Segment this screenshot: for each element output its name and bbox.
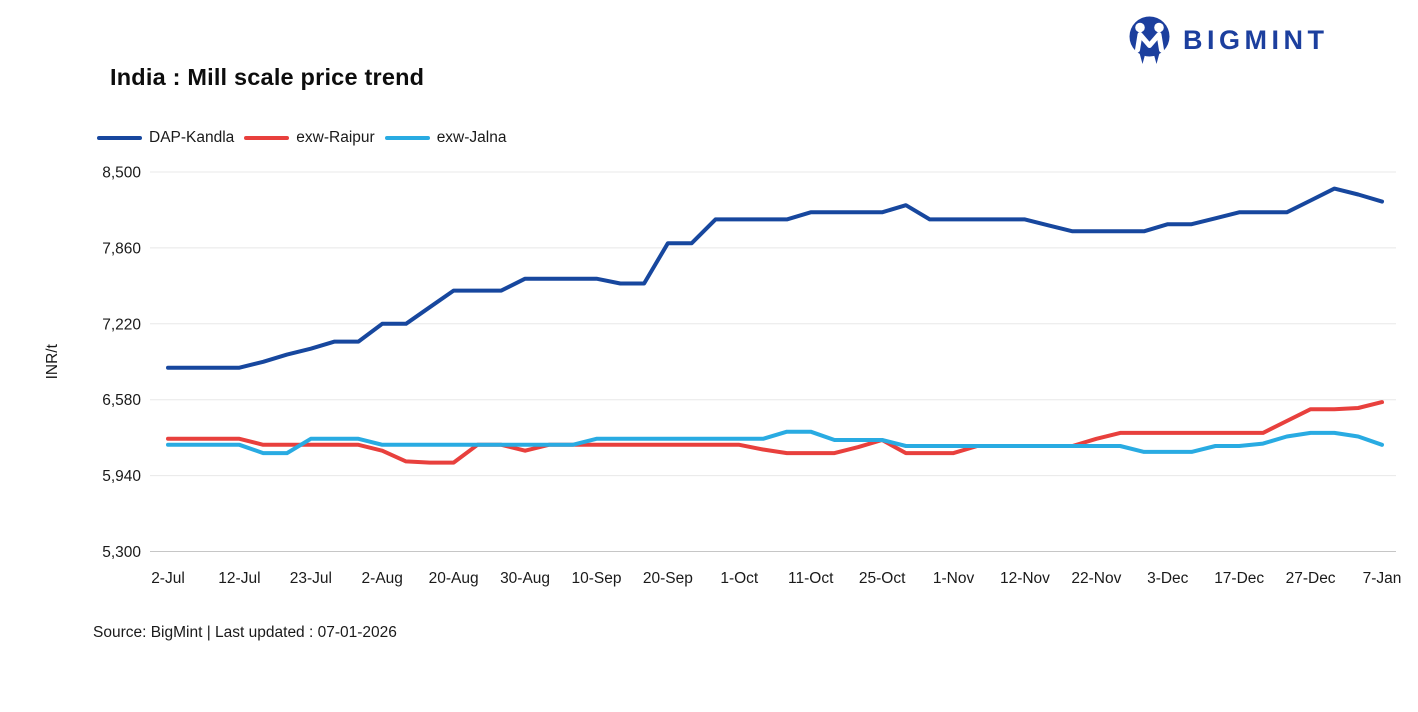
legend-label: DAP-Kandla [149, 129, 235, 146]
x-tick-label: 2-Aug [362, 570, 403, 587]
series-line-exw-jalna [166, 429, 1384, 456]
legend-swatch-dap-kandla [97, 136, 142, 140]
x-tick-label: 17-Dec [1214, 570, 1264, 587]
y-tick-label: 8,500 [102, 165, 141, 182]
legend-item-exw-raipur: exw-Raipur [244, 129, 375, 147]
x-tick-label: 7-Jan [1363, 570, 1402, 587]
x-tick-label: 30-Aug [500, 570, 550, 587]
x-tick-label: 20-Aug [429, 570, 479, 587]
x-tick-label: 1-Nov [933, 570, 975, 587]
x-tick-label: 22-Nov [1071, 570, 1121, 587]
x-tick-label: 11-Oct [788, 570, 834, 587]
series-line-dap-kandla [166, 186, 1384, 370]
x-tick-label: 12-Nov [1000, 570, 1050, 587]
x-tick-label: 23-Jul [290, 570, 332, 587]
legend-swatch-exw-raipur [244, 136, 290, 140]
page-title: India : Mill scale price trend [110, 64, 425, 90]
x-tick-label: 12-Jul [218, 570, 260, 587]
y-tick-label: 7,860 [102, 240, 141, 257]
x-tick-label: 27-Dec [1286, 570, 1336, 587]
brand-text: BIGMINT [1183, 25, 1329, 55]
legend-swatch-exw-jalna [384, 136, 430, 140]
y-tick-label: 5,300 [102, 544, 141, 561]
legend-item-dap-kandla: DAP-Kandla [97, 129, 234, 147]
series-line-exw-raipur [166, 400, 1384, 465]
x-tick-label: 10-Sep [571, 570, 621, 587]
x-tick-label: 20-Sep [643, 570, 693, 587]
y-tick-label: 7,220 [102, 316, 141, 333]
x-tick-label: 3-Dec [1147, 570, 1189, 587]
source-note: Source: BigMint | Last updated : 07-01-2… [93, 624, 397, 641]
x-tick-label: 25-Oct [859, 570, 906, 587]
y-tick-label: 5,940 [102, 468, 141, 485]
y-tick-label: 6,580 [102, 392, 141, 409]
legend-label: exw-Raipur [296, 129, 375, 146]
chart-legend: DAP-Kandla exw-Raipur exw-Jalna [97, 129, 516, 147]
legend-label: exw-Jalna [436, 129, 507, 146]
x-tick-label: 1-Oct [720, 570, 759, 587]
y-axis-title: INR/t [44, 343, 61, 379]
brand-logo: BIGMINT [1126, 14, 1329, 66]
legend-item-exw-jalna: exw-Jalna [384, 129, 507, 147]
x-tick-label: 2-Jul [151, 570, 185, 587]
brand-icon [1129, 16, 1170, 64]
